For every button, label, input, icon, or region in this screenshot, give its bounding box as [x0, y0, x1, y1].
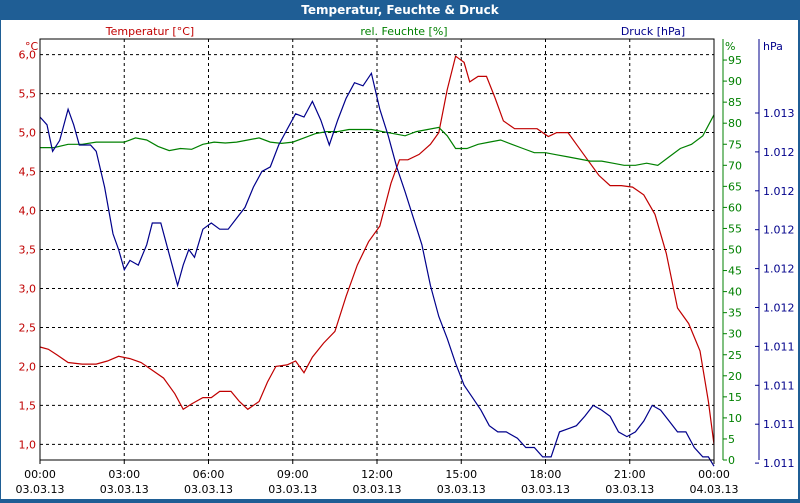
temperature-tick-label: 2,5	[19, 321, 37, 334]
humidity-tick-label: 50	[728, 244, 742, 257]
humidity-tick-label: 25	[728, 349, 742, 362]
pressure-tick-label: 1.011	[763, 379, 795, 392]
x-tick-date-label: 03.03.13	[268, 483, 317, 496]
pressure-tick-label: 1.012	[763, 224, 795, 237]
temperature-tick-label: 5,5	[19, 88, 37, 101]
temperature-tick-label: 3,5	[19, 244, 37, 257]
grid	[40, 39, 714, 460]
x-tick-time-label: 18:00	[530, 468, 562, 481]
humidity-tick-label: 10	[728, 412, 742, 425]
humidity-tick-label: 55	[728, 222, 742, 235]
humidity-tick-label: 65	[728, 180, 742, 193]
x-tick-time-label: 00:00	[698, 468, 730, 481]
pressure-tick-label: 1.012	[763, 185, 795, 198]
x-tick-date-label: 03.03.13	[184, 483, 233, 496]
plot-frame	[39, 38, 760, 464]
chart-panel: °C Temperatur [°C] rel. Feuchte [%] Druck […	[1, 20, 798, 499]
x-tick-date-label: 03.03.13	[605, 483, 654, 496]
x-tick-date-label: 03.03.13	[353, 483, 402, 496]
x-tick-time-label: 03:00	[108, 468, 140, 481]
temperature-axis-title: Temperatur [°C]	[105, 25, 194, 38]
chart-svg: °C Temperatur [°C] rel. Feuchte [%] Druck […	[1, 20, 798, 499]
pressure-tick-label: 1.011	[763, 340, 795, 353]
humidity-tick-label: 20	[728, 370, 742, 383]
temperature-tick-label: 3,0	[19, 282, 37, 295]
pressure-tick-label: 1.013	[763, 107, 795, 120]
x-tick-date-label: 04.03.13	[690, 483, 739, 496]
humidity-tick-label: 85	[728, 96, 742, 109]
x-tick-date-label: 03.03.13	[16, 483, 65, 496]
humidity-tick-label: 90	[728, 75, 742, 88]
x-tick-time-label: 21:00	[614, 468, 646, 481]
axis-labels: °C Temperatur [°C] rel. Feuchte [%] Druck […	[16, 25, 795, 496]
x-tick-date-label: 03.03.13	[521, 483, 570, 496]
pressure-tick-label: 1.011	[763, 418, 795, 431]
pressure-tick-label: 1.012	[763, 302, 795, 315]
humidity-tick-label: 0	[728, 454, 735, 467]
x-tick-date-label: 03.03.13	[437, 483, 486, 496]
x-tick-time-label: 06:00	[193, 468, 225, 481]
temperature-tick-label: 2,0	[19, 360, 37, 373]
humidity-tick-label: 60	[728, 201, 742, 214]
humidity-tick-label: 30	[728, 328, 742, 341]
x-tick-time-label: 00:00	[24, 468, 56, 481]
temperature-unit-label: °C	[25, 40, 39, 53]
humidity-tick-label: 45	[728, 265, 742, 278]
temperature-tick-label: 5,0	[19, 127, 37, 140]
pressure-axis-title: Druck [hPa]	[621, 25, 685, 38]
x-tick-date-label: 03.03.13	[100, 483, 149, 496]
temperature-tick-label: 4,5	[19, 166, 37, 179]
series-line-temperature	[39, 55, 715, 445]
pressure-tick-label: 1.011	[763, 457, 795, 470]
x-tick-time-label: 15:00	[445, 468, 477, 481]
series-line-humidity	[40, 114, 715, 166]
x-tick-time-label: 09:00	[277, 468, 309, 481]
temperature-tick-label: 1,5	[19, 399, 37, 412]
series-line-pressure	[39, 71, 715, 467]
humidity-tick-label: 80	[728, 117, 742, 130]
temperature-tick-label: 6,0	[19, 49, 37, 62]
x-tick-time-label: 12:00	[361, 468, 393, 481]
humidity-axis-title: rel. Feuchte [%]	[360, 25, 447, 38]
temperature-tick-label: 1,0	[19, 438, 37, 451]
humidity-tick-label: 70	[728, 159, 742, 172]
temperature-tick-label: 4,0	[19, 205, 37, 218]
humidity-unit-label: %	[725, 40, 735, 53]
humidity-tick-label: 5	[728, 433, 735, 446]
humidity-tick-label: 15	[728, 391, 742, 404]
pressure-tick-label: 1.012	[763, 263, 795, 276]
humidity-tick-label: 75	[728, 138, 742, 151]
humidity-tick-label: 35	[728, 307, 742, 320]
pressure-tick-label: 1.012	[763, 146, 795, 159]
humidity-tick-label: 95	[728, 54, 742, 67]
chart-background	[1, 20, 798, 499]
series-layer	[39, 55, 715, 467]
pressure-unit-label: hPa	[763, 40, 783, 53]
humidity-tick-label: 40	[728, 286, 742, 299]
window-title: Temperatur, Feuchte & Druck	[0, 0, 800, 20]
